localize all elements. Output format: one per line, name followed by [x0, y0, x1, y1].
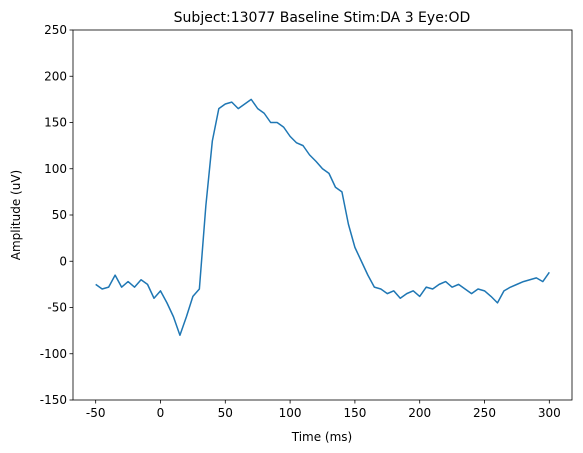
- x-axis-label: Time (ms): [291, 430, 353, 444]
- y-tick-label: 100: [44, 162, 67, 176]
- y-tick-label: 0: [59, 254, 67, 268]
- x-tick-label: 0: [157, 406, 165, 420]
- x-tick-label: 300: [538, 406, 561, 420]
- x-tick-label: 100: [279, 406, 302, 420]
- y-tick-label: -100: [40, 347, 67, 361]
- x-tick-label: 150: [343, 406, 366, 420]
- y-tick-label: 150: [44, 116, 67, 130]
- x-tick-label: 250: [473, 406, 496, 420]
- chart-title: Subject:13077 Baseline Stim:DA 3 Eye:OD: [174, 10, 471, 26]
- x-tick-label: 200: [408, 406, 431, 420]
- y-tick-label: -150: [40, 393, 67, 407]
- data-line: [95, 98, 550, 336]
- y-tick-label: 50: [52, 208, 67, 222]
- x-tick-label: 50: [218, 406, 233, 420]
- y-tick-label: 250: [44, 23, 67, 37]
- x-tick-label: -50: [86, 406, 106, 420]
- y-tick-label: -50: [47, 301, 67, 315]
- y-tick-label: 200: [44, 69, 67, 83]
- axes-frame: [72, 29, 573, 401]
- y-axis-label: Amplitude (uV): [9, 170, 23, 261]
